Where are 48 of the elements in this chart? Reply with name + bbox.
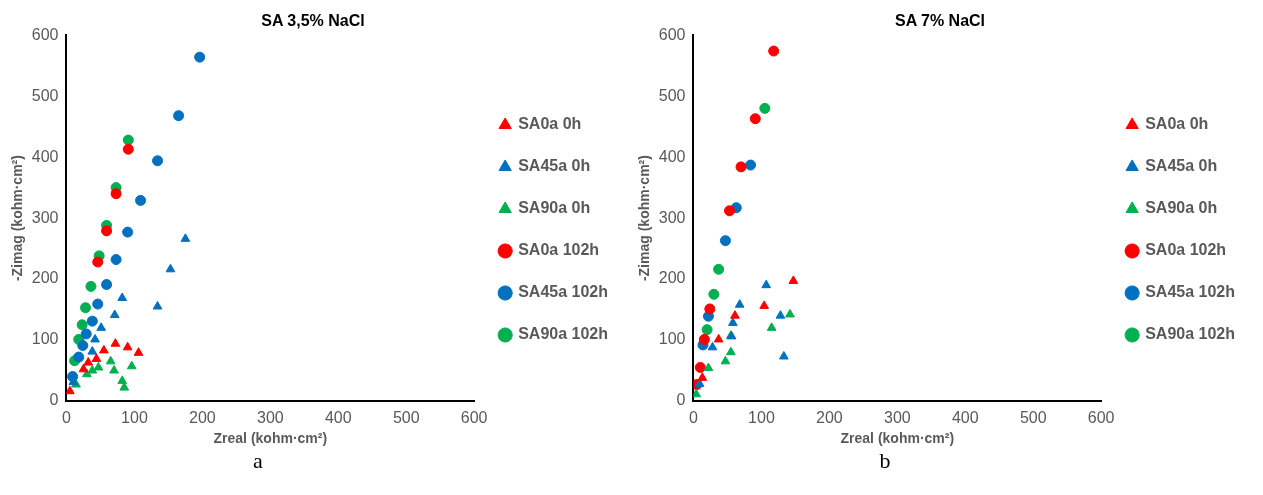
legend-label: SA90a 0h bbox=[518, 199, 591, 217]
legend-label: SA90a 102h bbox=[1145, 325, 1236, 343]
x-tick-label: 500 bbox=[1019, 409, 1047, 427]
x-tick-label: 0 bbox=[62, 409, 72, 427]
y-tick-label: 600 bbox=[31, 25, 59, 43]
y-tick-label: 400 bbox=[658, 147, 686, 165]
legend-label: SA90a 102h bbox=[518, 325, 609, 343]
x-tick-label: 200 bbox=[816, 409, 843, 427]
legend-label: SA0a 0h bbox=[1145, 115, 1209, 133]
x-tick-label: 500 bbox=[392, 409, 420, 427]
x-tick-label: 0 bbox=[689, 409, 699, 427]
x-tick-label: 200 bbox=[189, 409, 216, 427]
chart-title: SA 7% NaCl bbox=[894, 12, 986, 30]
y-tick-label: 600 bbox=[658, 25, 686, 43]
y-tick-label: 400 bbox=[31, 147, 59, 165]
legend-label: SA45a 102h bbox=[1145, 283, 1236, 301]
x-tick-label: 600 bbox=[460, 409, 488, 427]
legend-label: SA0a 0h bbox=[518, 115, 582, 133]
x-tick-label: 600 bbox=[1087, 409, 1115, 427]
legend-label: SA45a 102h bbox=[518, 283, 609, 301]
x-axis-title: Zreal (kohm·cm²) bbox=[213, 430, 328, 447]
y-tick-label: 100 bbox=[31, 330, 59, 348]
x-axis-title: Zreal (kohm·cm²) bbox=[840, 430, 955, 447]
y-axis-title: -Zimag (kohm·cm²) bbox=[636, 155, 653, 282]
x-tick-label: 300 bbox=[256, 409, 284, 427]
y-tick-label: 100 bbox=[658, 330, 686, 348]
x-tick-label: 100 bbox=[748, 409, 775, 427]
legend-label: SA0a 102h bbox=[518, 241, 600, 259]
y-tick-label: 500 bbox=[31, 86, 59, 104]
y-tick-label: 200 bbox=[31, 269, 59, 287]
y-tick-label: 0 bbox=[49, 391, 59, 409]
legend-label: SA0a 102h bbox=[1145, 241, 1227, 259]
x-tick-label: 400 bbox=[324, 409, 352, 427]
text: a bbox=[252, 448, 264, 474]
x-tick-label: 300 bbox=[883, 409, 911, 427]
legend-label: SA45a 0h bbox=[1145, 157, 1218, 175]
x-tick-label: 100 bbox=[121, 409, 148, 427]
y-tick-label: 300 bbox=[658, 208, 686, 226]
y-axis-title: -Zimag (kohm·cm²) bbox=[9, 155, 26, 282]
y-tick-label: 300 bbox=[31, 208, 59, 226]
x-tick-label: 400 bbox=[951, 409, 979, 427]
legend-label: SA90a 0h bbox=[1145, 199, 1218, 217]
legend-label: SA45a 0h bbox=[518, 157, 591, 175]
text: b bbox=[878, 448, 892, 474]
y-tick-label: 200 bbox=[658, 269, 686, 287]
chart-title: SA 3,5% NaCl bbox=[261, 12, 365, 30]
y-tick-label: 500 bbox=[658, 86, 686, 104]
y-tick-label: 0 bbox=[676, 391, 686, 409]
